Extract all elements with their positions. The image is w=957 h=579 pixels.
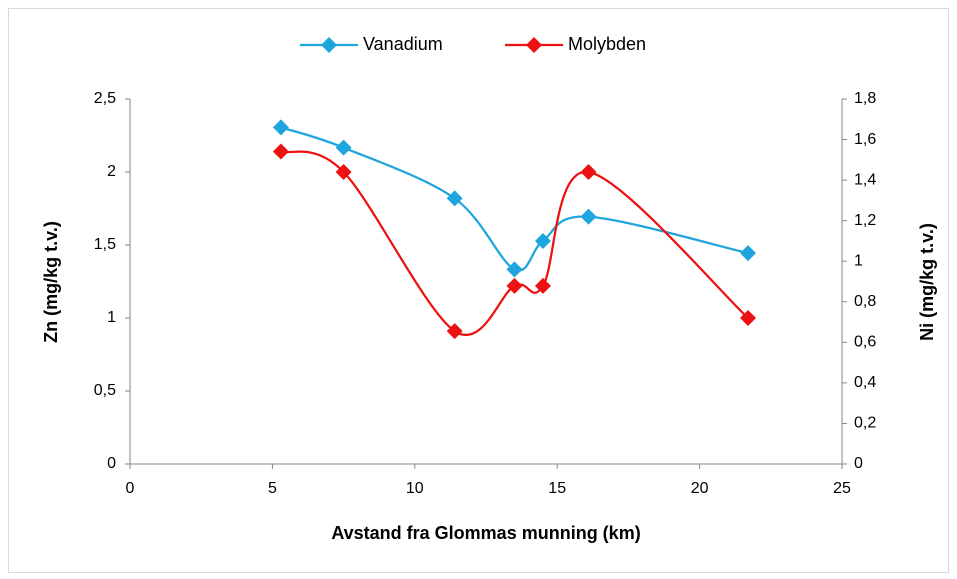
marker [740, 310, 757, 326]
y2-tick-label: 0,4 [854, 374, 876, 391]
marker [740, 245, 757, 262]
legend-marker [526, 37, 542, 53]
marker [506, 261, 523, 278]
y-tick-label: 2,5 [94, 90, 116, 107]
y-tick-label: 1 [107, 309, 116, 326]
marker [335, 164, 352, 180]
x-tick-label: 0 [126, 480, 135, 497]
y2-tick-label: 0,6 [854, 334, 876, 351]
marker [534, 232, 551, 249]
x-tick-label: 25 [833, 480, 851, 497]
marker [272, 143, 289, 160]
marker [446, 323, 463, 340]
y-tick-label: 0 [107, 455, 116, 472]
x-tick-label: 10 [406, 480, 424, 497]
marker [335, 139, 352, 156]
legend-marker [321, 37, 337, 53]
legend-label: Vanadium [363, 34, 443, 54]
legend-label: Molybden [568, 34, 646, 54]
y2-tick-label: 1,4 [854, 171, 876, 188]
chart-border [8, 8, 949, 573]
x-tick-label: 15 [548, 480, 566, 497]
x-tick-label: 20 [691, 480, 709, 497]
marker [272, 119, 289, 136]
marker [446, 190, 463, 207]
y-tick-label: 0,5 [94, 382, 116, 399]
y2-tick-label: 1 [854, 252, 863, 269]
x-tick-label: 5 [268, 480, 277, 497]
y2-tick-label: 0,2 [854, 415, 876, 432]
y2-tick-label: 1,8 [854, 90, 876, 107]
marker [506, 277, 523, 294]
y2-axis-label: Ni (mg/kg t.v.) [917, 223, 937, 341]
y-tick-label: 1,5 [94, 236, 116, 253]
y2-tick-label: 0 [854, 455, 863, 472]
y2-tick-label: 1,6 [854, 131, 876, 148]
y2-tick-label: 0,8 [854, 293, 876, 310]
y2-tick-label: 1,2 [854, 212, 876, 229]
x-axis-label: Avstand fra Glommas munning (km) [331, 523, 640, 543]
marker [534, 277, 551, 294]
y-tick-label: 2 [107, 163, 116, 180]
y-axis-label: Zn (mg/kg t.v.) [41, 221, 61, 343]
marker [580, 208, 597, 225]
marker [580, 164, 597, 180]
